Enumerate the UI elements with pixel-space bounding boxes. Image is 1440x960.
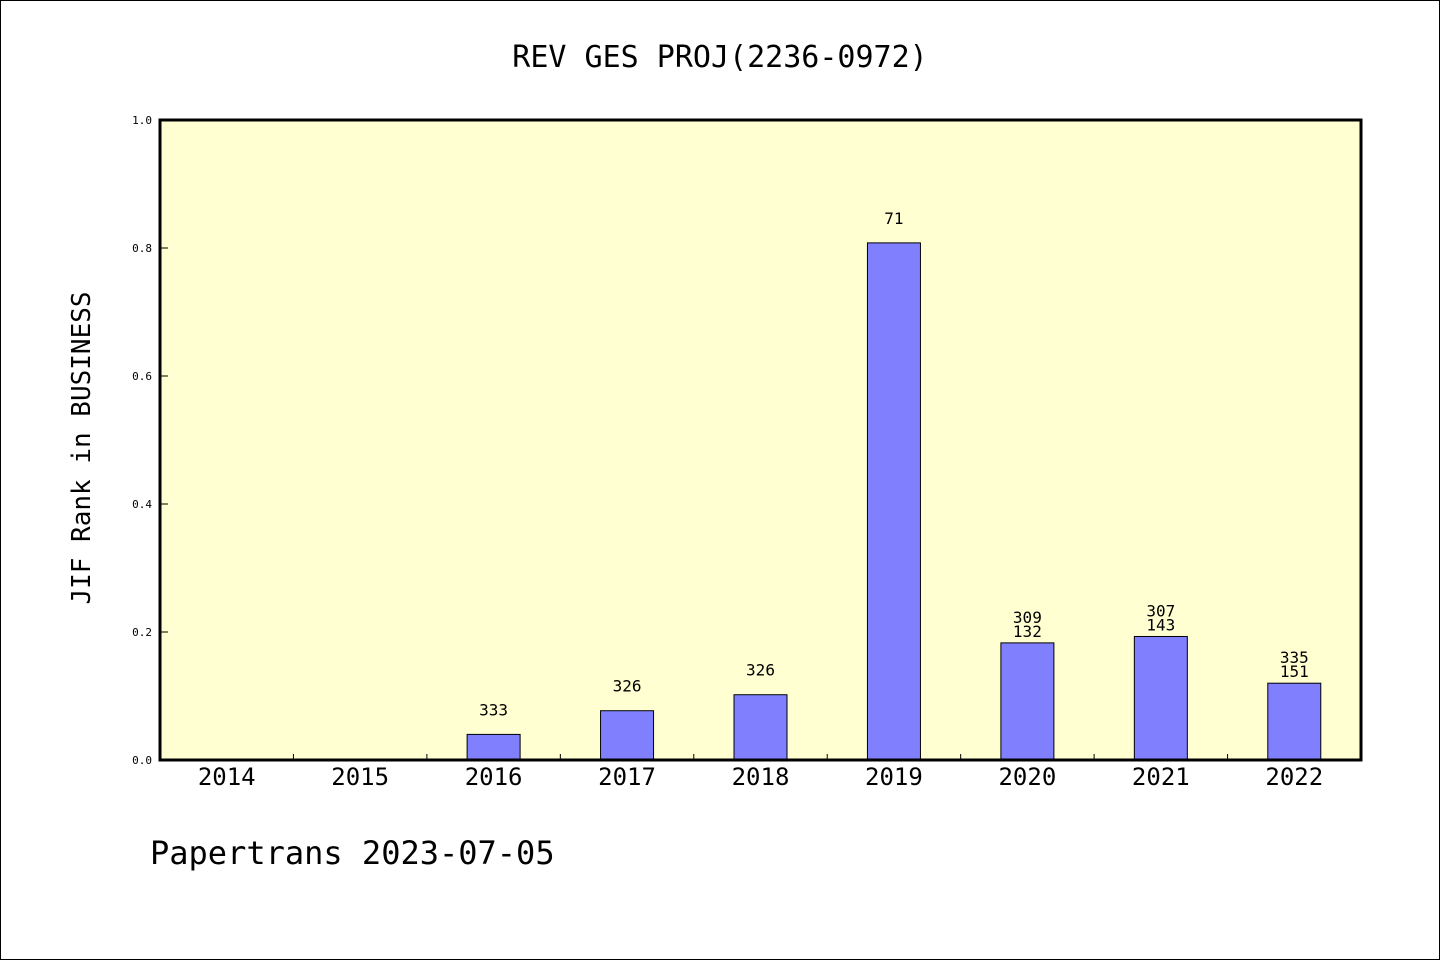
bar-2018 — [733, 694, 788, 761]
x-tick-label: 2016 — [465, 763, 523, 791]
bar-data-label: 333 — [479, 700, 508, 719]
bars-group — [466, 242, 1322, 761]
x-tick-label: 2021 — [1132, 763, 1190, 791]
y-tick-label: 0.4 — [132, 498, 152, 511]
bar-data-label: 307 — [1146, 601, 1175, 620]
bar-2021 — [1133, 635, 1188, 761]
x-tick-label: 2018 — [732, 763, 790, 791]
bar-data-label: 326 — [746, 661, 775, 680]
bar-data-label: 143 — [1146, 615, 1175, 634]
y-tick-label: 0.0 — [132, 754, 152, 767]
bar-2022 — [1267, 682, 1322, 761]
bar-data-label: 151 — [1280, 662, 1309, 681]
x-tick-label: 2019 — [865, 763, 923, 791]
bar-2016 — [466, 733, 521, 761]
y-axis-label: JIF Rank in BUSINESS — [67, 291, 97, 604]
footer-text: Papertrans 2023-07-05 — [150, 834, 555, 872]
y-tick-label: 0.8 — [132, 242, 152, 255]
bar-data-label: 132 — [1013, 622, 1042, 641]
bar-data-label: 335 — [1280, 648, 1309, 667]
bar-data-label: 71 — [884, 209, 903, 228]
bar-2020 — [1000, 642, 1055, 761]
chart-title: REV GES PROJ(2236-0972) — [512, 40, 927, 75]
x-tick-label: 2020 — [998, 763, 1056, 791]
bar-2019 — [866, 242, 921, 761]
y-tick-label: 0.6 — [132, 370, 152, 383]
bar-2017 — [600, 710, 655, 761]
bar-data-label: 326 — [613, 677, 642, 696]
x-tick-label: 2015 — [331, 763, 389, 791]
y-tick-label: 0.2 — [132, 626, 152, 639]
x-tick-label: 2017 — [598, 763, 656, 791]
x-tick-label: 2014 — [198, 763, 256, 791]
x-axis: 2014 2015 2016 2017 2018 2019 2020 2021 2022 — [198, 754, 1323, 791]
y-axis: 0.0 0.2 0.4 0.6 0.8 1.0 — [132, 114, 168, 767]
x-tick-label: 2022 — [1265, 763, 1323, 791]
bar-data-label: 309 — [1013, 608, 1042, 627]
y-tick-label: 1.0 — [132, 114, 152, 127]
plot-border — [158, 118, 1363, 762]
